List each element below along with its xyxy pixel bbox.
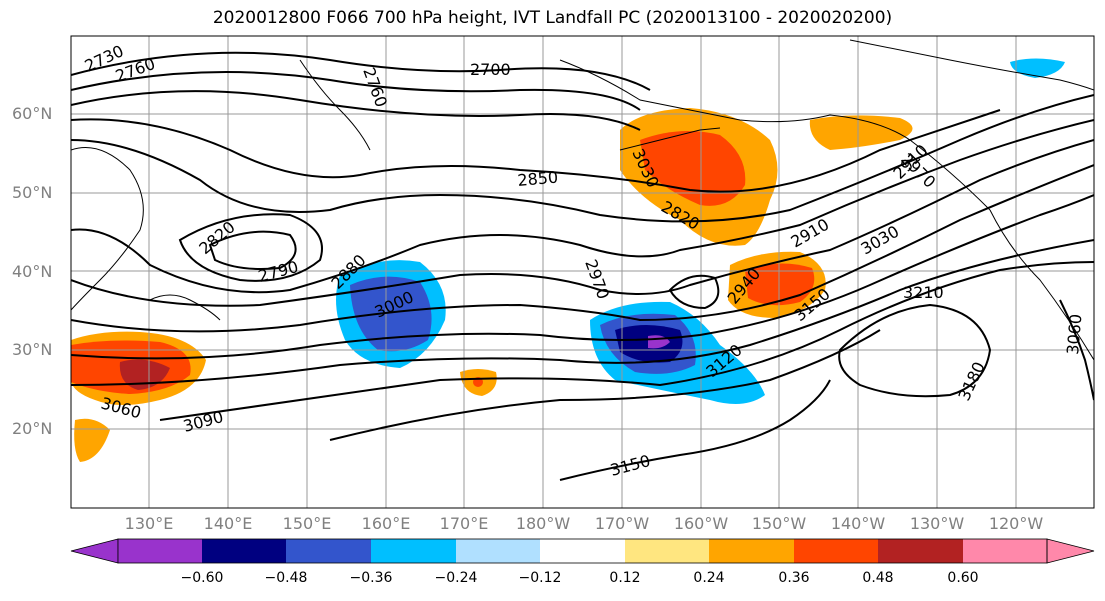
contour-label: 3060 <box>1063 313 1085 355</box>
positive-anomaly-small-2 <box>74 418 110 462</box>
contour-label: 2700 <box>470 60 511 79</box>
colorbar <box>70 538 1095 564</box>
colorbar-tick-label: 0.24 <box>693 570 725 586</box>
colorbar-tick-label: −0.12 <box>518 570 562 586</box>
colorbar-bin <box>794 539 878 563</box>
contour-label: 2850 <box>517 168 559 190</box>
colorbar-bin <box>878 539 963 563</box>
colorbar-bin <box>286 539 371 563</box>
colorbar-extend-low <box>70 538 119 564</box>
contour-label: 3210 <box>903 283 944 302</box>
colorbar-bin <box>625 539 709 563</box>
map-title: 2020012800 F066 700 hPa height, IVT Land… <box>212 8 893 28</box>
colorbar-tick-label: 0.12 <box>609 570 641 586</box>
lon-label: 150°E <box>282 514 332 533</box>
lat-label: 30°N <box>12 340 53 359</box>
coastline-alaska <box>559 59 991 211</box>
lon-label: 160°E <box>361 514 411 533</box>
colorbar-tick-label: 0.48 <box>862 570 894 586</box>
colorbar-bin <box>456 539 540 563</box>
colorbar-bin <box>963 539 1047 563</box>
lon-label: 170°E <box>439 514 489 533</box>
lon-label: 130°W <box>909 514 965 533</box>
height-contours <box>71 51 1094 481</box>
map-frame <box>70 35 1095 509</box>
coastline-asia <box>71 147 144 311</box>
coastline-japan <box>149 294 221 321</box>
coastlines <box>71 39 1094 361</box>
lon-label: 120°W <box>988 514 1044 533</box>
colorbar-tick-label: −0.60 <box>180 570 224 586</box>
coastline-kamchatka <box>299 59 371 151</box>
colorbar-tick-label: 0.60 <box>947 570 979 586</box>
lat-label: 60°N <box>12 104 53 123</box>
colorbar-tick-label: −0.48 <box>264 570 308 586</box>
colorbar-bin <box>202 539 286 563</box>
colorbar-tick-label: 0.36 <box>778 570 810 586</box>
lat-label: 20°N <box>12 419 53 438</box>
lat-label: 40°N <box>12 262 53 281</box>
colorbar-bin <box>709 539 794 563</box>
lon-label: 150°W <box>751 514 807 533</box>
colorbar-bin <box>540 539 625 563</box>
coastline-aleutians <box>619 127 721 151</box>
colorbar-bin <box>118 539 202 563</box>
negative-anomaly-central-mid <box>350 276 432 352</box>
colorbar-tick-label: −0.36 <box>349 570 393 586</box>
positive-anomaly-alaska-east <box>809 115 913 150</box>
lon-label: 180°W <box>515 514 571 533</box>
positive-anomaly-gulf-of-alaska-core <box>640 131 746 206</box>
colorbar-tick-label: −0.24 <box>434 570 478 586</box>
colorbar-extend-high <box>1046 538 1095 564</box>
negative-anomaly-arctic-small <box>1010 58 1065 78</box>
lon-label: 140°E <box>203 514 253 533</box>
lon-label: 130°E <box>124 514 174 533</box>
colorbar-frame <box>117 538 1048 564</box>
coastline-north-america-west <box>989 209 1094 361</box>
lat-label: 50°N <box>12 183 53 202</box>
coastline-arctic <box>849 39 1094 91</box>
map-background <box>71 36 1094 508</box>
lon-label: 140°W <box>830 514 886 533</box>
lon-label: 170°W <box>594 514 650 533</box>
positive-anomaly-subtropical-east-core <box>745 263 815 306</box>
colorbar-bin <box>371 539 456 563</box>
lon-label: 160°W <box>673 514 729 533</box>
